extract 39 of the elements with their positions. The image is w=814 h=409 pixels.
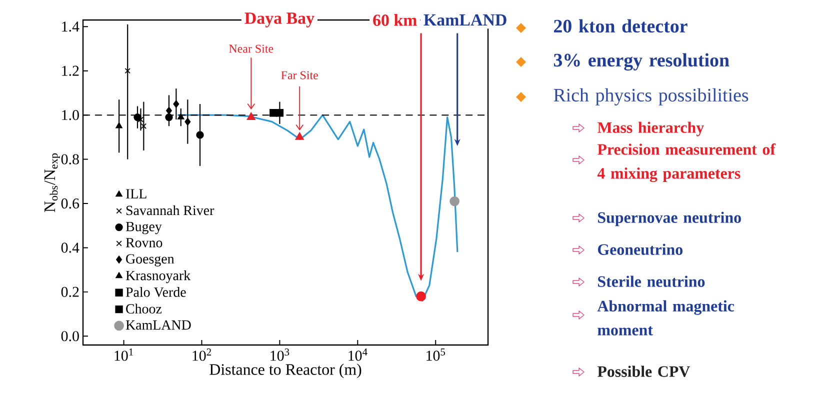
annotation: Near Site xyxy=(229,44,274,53)
x-tick-label: 10$^{5}$ xyxy=(426,348,446,361)
x-axis-title: Distance to Reactor (m) xyxy=(210,364,362,378)
y-tick-label: 1.4 xyxy=(62,22,80,32)
y-tick-label: 1.2 xyxy=(62,66,79,76)
annotation: KamLAND xyxy=(424,14,506,26)
text: Precision measurement of 4 mixing parameters xyxy=(597,143,776,182)
x-tick-label: 10$^{4}$ xyxy=(348,348,368,361)
legend-label: Rovno xyxy=(126,238,162,248)
legend-label: Bugey xyxy=(126,222,162,234)
text: Possible CPV xyxy=(597,366,690,378)
text: Geoneutrino xyxy=(598,244,682,255)
y-tick-label: 0.0 xyxy=(61,331,79,342)
text: 3% energy resolution xyxy=(554,53,730,71)
legend-label: Palo Verde xyxy=(126,287,186,297)
legend-label: Goesgen xyxy=(126,254,174,266)
y-tick-label: 0.4 xyxy=(61,242,80,253)
text: Abnormal magnetic moment xyxy=(597,300,734,336)
y-axis-title: N$_{obs}$/N$_{exp}$ xyxy=(44,153,60,212)
text: Mass hierarchy xyxy=(597,122,704,136)
legend-label: KamLAND xyxy=(126,320,191,330)
text: Rich physics possibilities xyxy=(554,88,748,106)
legend-label: Krasnoyark xyxy=(126,270,191,284)
y-tick-label: 0.2 xyxy=(61,286,79,298)
x-tick-label: 10$^{3}$ xyxy=(270,348,290,361)
text: 20 kton detector xyxy=(554,19,688,33)
annotation: Far Site xyxy=(281,71,318,80)
x-tick-label: 10$^{1}$ xyxy=(114,348,133,361)
annotation: 60 km xyxy=(373,14,417,26)
annotation: Daya Bay xyxy=(244,12,314,28)
legend-label: Savannah River xyxy=(126,205,214,216)
y-tick-label: 0.6 xyxy=(61,198,80,209)
legend-label: Chooz xyxy=(126,304,162,314)
text: Sterile neutrino xyxy=(598,276,705,287)
text: Supernovae neutrino xyxy=(598,212,741,226)
x-tick-label: 10$^{2}$ xyxy=(192,348,211,361)
y-tick-label: 0.8 xyxy=(61,154,79,164)
legend-label: ILL xyxy=(126,189,146,198)
y-tick-label: 1.0 xyxy=(62,110,79,120)
